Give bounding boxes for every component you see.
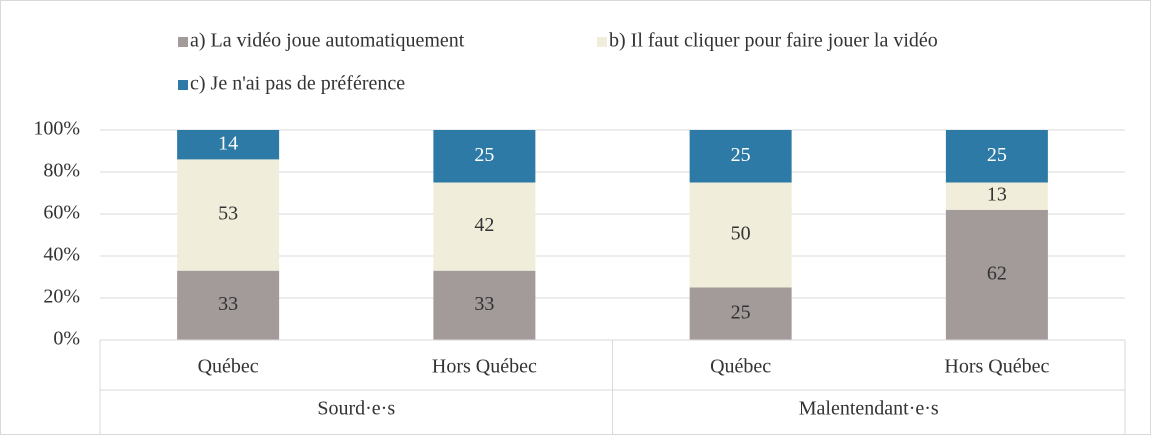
y-tick-label: 100% <box>33 118 80 140</box>
bar-segment <box>177 270 280 340</box>
data-label: 33 <box>474 293 494 315</box>
legend-label: c) Je n'ai pas de préférence <box>190 73 405 95</box>
data-label: 13 <box>987 184 1007 206</box>
data-label: 25 <box>731 301 751 323</box>
y-tick-label: 60% <box>43 202 80 224</box>
bar-segment <box>945 130 1048 183</box>
y-tick-label: 0% <box>53 328 80 350</box>
group-label: Sourd·e·s <box>317 398 395 420</box>
legend-swatch <box>597 37 607 47</box>
legend-label: a) La vidéo joue automatiquement <box>190 30 465 52</box>
bar-segment <box>433 130 536 183</box>
bar-segment <box>689 182 792 288</box>
y-tick-label: 40% <box>43 244 80 266</box>
x-tick-label: Québec <box>710 356 771 378</box>
x-tick-label: Hors Québec <box>432 356 537 378</box>
data-label: 14 <box>218 132 238 154</box>
data-label: 25 <box>731 144 751 166</box>
data-label: 62 <box>987 262 1007 284</box>
bar-segment <box>689 287 792 340</box>
group-label: Malentendant·e·s <box>799 398 939 420</box>
legend-swatch <box>178 80 188 90</box>
data-label: 53 <box>218 203 238 225</box>
bar-segment <box>945 209 1048 340</box>
data-label: 33 <box>218 293 238 315</box>
x-tick-label: Québec <box>198 356 259 378</box>
data-label: 25 <box>474 144 494 166</box>
y-tick-label: 20% <box>43 286 80 308</box>
y-tick-label: 80% <box>43 160 80 182</box>
bar-segment <box>177 159 280 271</box>
data-label: 25 <box>987 144 1007 166</box>
bar-segment <box>433 270 536 340</box>
bar-segment <box>945 182 1048 210</box>
bar-segment <box>689 130 792 183</box>
bar-segment <box>433 182 536 271</box>
legend-swatch <box>178 37 188 47</box>
bar-segment <box>177 130 280 160</box>
x-tick-label: Hors Québec <box>944 356 1049 378</box>
legend-label: b) Il faut cliquer pour faire jouer la v… <box>609 30 938 52</box>
data-label: 42 <box>474 214 494 236</box>
data-label: 50 <box>731 223 751 245</box>
